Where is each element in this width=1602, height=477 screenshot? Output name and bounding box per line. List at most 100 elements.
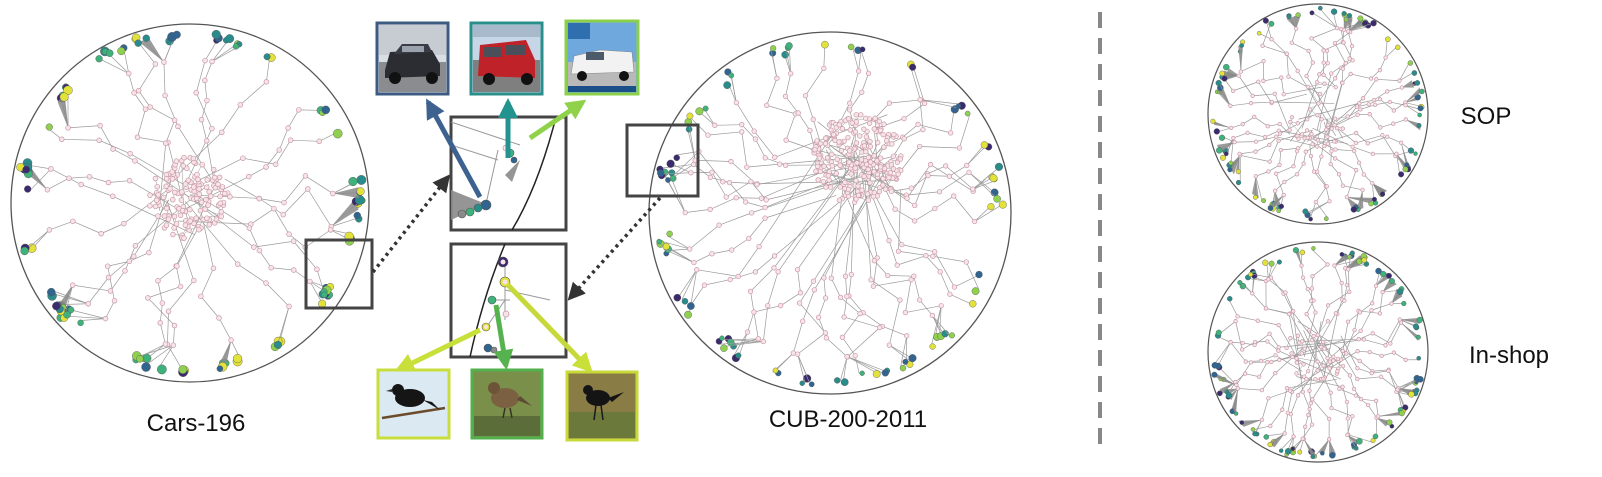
tree-edge bbox=[901, 244, 935, 253]
inner-node bbox=[878, 155, 884, 161]
inner-node bbox=[198, 293, 204, 300]
leaf-node bbox=[263, 53, 271, 61]
inner-node bbox=[1305, 84, 1311, 90]
tree-edge bbox=[755, 255, 775, 273]
inner-node bbox=[889, 141, 895, 147]
inner-node bbox=[1403, 117, 1408, 122]
inner-node bbox=[263, 164, 269, 170]
inner-node bbox=[751, 309, 757, 315]
inner-node bbox=[1282, 431, 1287, 436]
tree-edge bbox=[101, 223, 124, 234]
leaf-node bbox=[1330, 8, 1338, 15]
leaf-node bbox=[1349, 250, 1355, 256]
tree-edge bbox=[1373, 91, 1388, 101]
inner-node bbox=[1295, 146, 1301, 151]
inner-node bbox=[867, 138, 873, 145]
tree-edge bbox=[773, 168, 849, 269]
inner-node bbox=[187, 218, 193, 224]
inner-node bbox=[177, 212, 184, 218]
leaf-wedge bbox=[1233, 388, 1238, 415]
tree-edge bbox=[1285, 292, 1294, 312]
inner-node bbox=[152, 175, 159, 182]
inner-node bbox=[1305, 135, 1310, 140]
inner-node bbox=[1335, 369, 1340, 374]
cub-poincare-disk bbox=[648, 31, 1012, 395]
inner-node bbox=[857, 133, 863, 139]
inner-node bbox=[1291, 434, 1296, 439]
leaf-node bbox=[1416, 356, 1421, 361]
leaf-node bbox=[321, 105, 330, 115]
inner-node bbox=[1328, 161, 1333, 167]
inner-node bbox=[834, 156, 840, 162]
tree-edge bbox=[898, 189, 902, 252]
leaf-node bbox=[948, 332, 955, 339]
inner-node bbox=[305, 186, 311, 192]
tree-edge bbox=[1241, 341, 1256, 350]
inner-node bbox=[1385, 89, 1390, 94]
inner-node bbox=[1315, 332, 1320, 338]
tree-edge bbox=[1363, 339, 1386, 346]
inner-node bbox=[1273, 134, 1279, 139]
tree-edge bbox=[275, 139, 291, 165]
inner-node bbox=[1391, 350, 1397, 355]
leaf-node bbox=[1370, 438, 1376, 444]
tree-edge bbox=[840, 297, 861, 314]
inner-node bbox=[807, 127, 813, 133]
tree-edge bbox=[930, 164, 974, 192]
tree-edge bbox=[1347, 22, 1365, 32]
leaf-node bbox=[666, 230, 673, 238]
leaf-node bbox=[1218, 134, 1226, 141]
tree-edge bbox=[709, 197, 737, 210]
leaf-node bbox=[840, 378, 849, 387]
inner-node bbox=[1231, 135, 1236, 141]
inner-node bbox=[1321, 376, 1326, 381]
inner-node bbox=[1269, 359, 1274, 365]
tree-edge bbox=[1352, 146, 1373, 155]
tree-edge bbox=[934, 251, 955, 288]
tree-edge bbox=[1260, 354, 1276, 362]
tree-edge bbox=[159, 322, 166, 345]
inner-node bbox=[839, 126, 846, 132]
tree-edge bbox=[934, 195, 954, 209]
inner-node bbox=[1319, 117, 1324, 122]
inner-node bbox=[286, 303, 292, 310]
leaf-node bbox=[1235, 169, 1241, 174]
leaf-wedge bbox=[1396, 153, 1407, 168]
tree-edge bbox=[1349, 375, 1355, 390]
inner-node bbox=[190, 184, 197, 190]
leaf-node bbox=[799, 380, 805, 386]
tree-edge bbox=[1247, 132, 1266, 138]
tree-edge bbox=[1255, 176, 1263, 201]
leaf-node bbox=[1329, 452, 1336, 459]
tree-edge bbox=[290, 139, 320, 142]
inner-node bbox=[712, 122, 718, 128]
inner-node bbox=[864, 191, 871, 197]
inner-node bbox=[682, 209, 688, 216]
inner-node bbox=[1234, 382, 1239, 388]
inner-node bbox=[756, 243, 762, 250]
inner-node bbox=[1329, 149, 1334, 154]
inner-node bbox=[251, 244, 257, 250]
van-thumbnail bbox=[469, 21, 544, 96]
inner-node bbox=[963, 259, 969, 265]
inner-node bbox=[142, 106, 149, 112]
tree-edge bbox=[696, 269, 739, 277]
inner-node bbox=[892, 206, 898, 212]
inner-node bbox=[1368, 76, 1374, 81]
inner-node bbox=[1378, 374, 1384, 379]
tree-edge bbox=[1267, 341, 1279, 351]
inner-node bbox=[1347, 373, 1353, 378]
inner-node bbox=[202, 77, 208, 84]
tree-edge bbox=[890, 188, 915, 206]
leaf-node bbox=[45, 123, 53, 131]
tree-edge bbox=[1342, 255, 1349, 270]
inner-node bbox=[876, 188, 883, 195]
inner-node bbox=[160, 194, 167, 201]
inner-node bbox=[837, 294, 844, 301]
inner-node bbox=[845, 186, 852, 193]
inner-node bbox=[107, 288, 114, 294]
tree-edge bbox=[704, 279, 731, 286]
inner-node bbox=[1331, 358, 1336, 363]
leaf-node bbox=[117, 47, 126, 56]
tree-edge bbox=[842, 337, 856, 356]
